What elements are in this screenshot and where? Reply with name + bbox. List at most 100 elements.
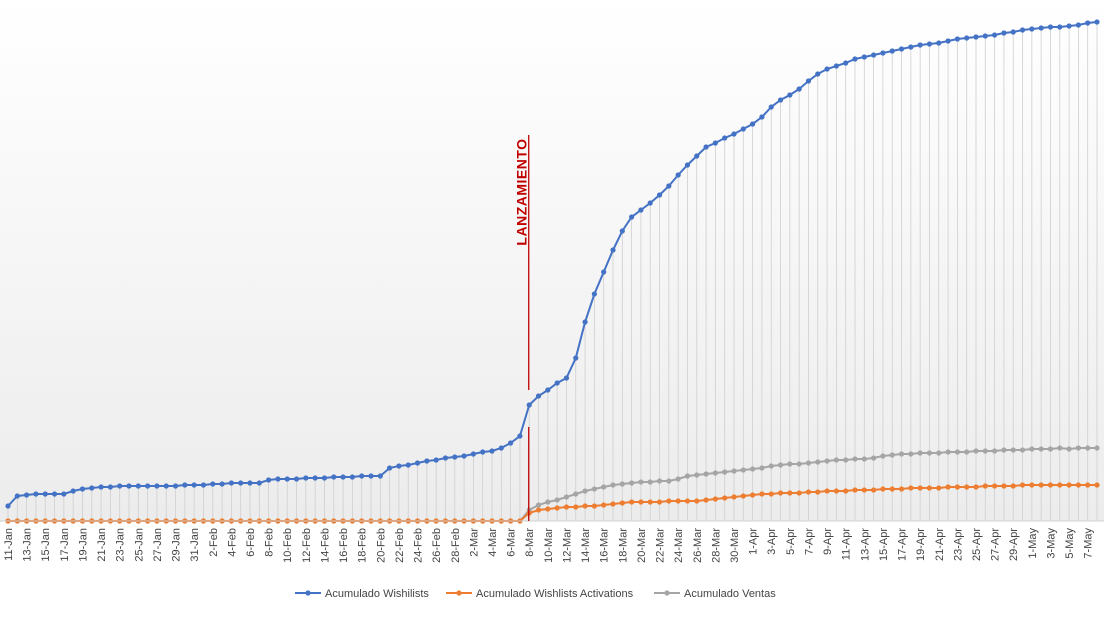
data-point (926, 450, 933, 456)
data-point (843, 457, 849, 463)
data-point (740, 467, 746, 473)
data-point (312, 475, 318, 481)
x-tick-label: 26-Mar (692, 528, 704, 563)
data-point (1010, 447, 1016, 453)
data-point (582, 488, 588, 494)
x-tick-label: 24-Feb (413, 528, 425, 563)
data-point (210, 481, 216, 487)
x-tick-label: 15-Jan (40, 528, 52, 562)
x-tick-label: 10-Feb (282, 528, 294, 563)
data-point (712, 470, 718, 476)
data-point (98, 484, 104, 490)
data-point (833, 63, 839, 69)
data-point (266, 477, 272, 483)
data-point (107, 484, 113, 490)
data-point (591, 503, 597, 509)
data-point (554, 497, 560, 503)
data-point (582, 319, 588, 325)
data-point (5, 503, 11, 509)
x-tick-label: 28-Feb (450, 528, 462, 563)
x-tick-label: 7-Apr (803, 528, 815, 555)
data-point (452, 454, 458, 460)
data-point (470, 451, 476, 457)
legend: Acumulado Wishilists Acumulado Wishlists … (295, 588, 776, 600)
data-point (759, 465, 765, 471)
data-point (1001, 30, 1007, 36)
data-point (554, 505, 560, 511)
data-point (759, 114, 765, 120)
series-line (7, 21, 1098, 507)
data-point (880, 486, 886, 492)
data-point (42, 491, 48, 497)
data-point (768, 104, 774, 110)
x-tick-label: 18-Feb (357, 528, 369, 563)
data-point (777, 97, 784, 103)
x-tick-label: 11-Jan (3, 528, 15, 561)
x-tick-label: 25-Apr (971, 528, 983, 561)
data-point (1019, 27, 1026, 33)
data-point (833, 488, 839, 494)
data-point (731, 468, 737, 474)
x-tick-label: 3-Apr (766, 528, 778, 555)
data-point (563, 494, 570, 500)
data-point (815, 71, 821, 77)
data-point (349, 474, 355, 480)
data-point (861, 54, 867, 60)
x-tick-label: 13-Apr (859, 528, 871, 561)
data-point (805, 489, 812, 495)
data-point (684, 162, 691, 168)
data-point (712, 496, 718, 502)
data-point (731, 494, 737, 500)
x-tick-label: 26-Feb (431, 528, 443, 563)
x-tick-label: 8-Mar (524, 528, 536, 557)
x-tick-label: 12-Mar (561, 528, 573, 563)
data-point (629, 499, 635, 505)
x-tick-label: 6-Feb (245, 528, 257, 557)
data-point (126, 483, 132, 489)
data-point (945, 38, 951, 44)
data-point (805, 78, 812, 84)
data-point (619, 228, 625, 234)
data-point (638, 499, 644, 505)
data-point (591, 486, 597, 492)
data-point (1019, 482, 1026, 488)
data-point (936, 485, 942, 491)
data-point (852, 487, 858, 493)
data-point (1066, 446, 1072, 452)
data-point (275, 476, 281, 482)
data-point (480, 449, 486, 455)
data-point (656, 192, 663, 198)
data-point (582, 503, 588, 509)
x-tick-label: 5-Apr (785, 528, 797, 555)
data-point (824, 458, 830, 464)
data-point (908, 485, 914, 491)
data-point (145, 483, 151, 489)
data-point (722, 135, 728, 141)
data-point (666, 478, 672, 484)
data-point (554, 380, 560, 386)
data-point (1038, 25, 1044, 31)
data-point (871, 455, 877, 461)
x-tick-label: 17-Jan (59, 528, 71, 562)
data-point (1047, 446, 1054, 452)
data-point (89, 485, 95, 491)
data-point (1075, 445, 1081, 451)
data-point (247, 480, 253, 486)
data-point (722, 469, 728, 475)
data-point (1038, 446, 1044, 452)
data-point (647, 479, 653, 485)
x-tick-label: 17-Apr (897, 528, 909, 561)
x-tick-label: 22-Mar (655, 528, 667, 563)
data-point (964, 35, 970, 41)
data-point (898, 486, 905, 492)
data-point (740, 126, 746, 132)
data-point (852, 456, 858, 462)
x-tick-label: 2-Mar (468, 528, 480, 557)
data-point (675, 476, 681, 482)
data-point (1047, 24, 1054, 30)
data-point (1029, 26, 1035, 32)
data-point (750, 121, 756, 127)
legend-label: Acumulado Ventas (684, 588, 776, 600)
data-point (228, 480, 234, 486)
data-point (601, 269, 607, 275)
